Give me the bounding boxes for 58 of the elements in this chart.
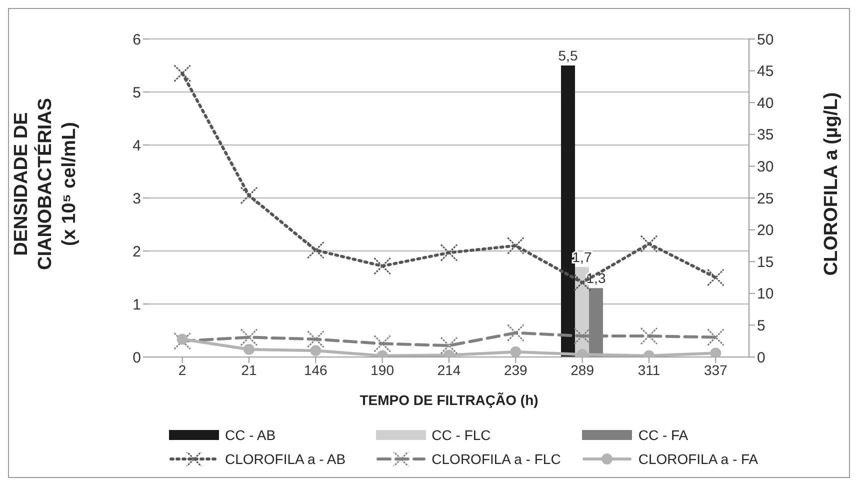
y2-tick-label: 0 — [757, 349, 766, 366]
legend-label: CLOROFILA a - FLC — [432, 451, 561, 467]
y2-tick-label: 45 — [757, 63, 774, 80]
x-tick-label: 311 — [638, 362, 660, 378]
x-tick-label: 289 — [570, 362, 594, 378]
y2-tick-label: 10 — [757, 286, 774, 303]
x-tick-label: 239 — [504, 362, 528, 378]
y2-tick-label: 5 — [757, 318, 766, 335]
y-tick-label: 1 — [132, 296, 141, 314]
point — [240, 186, 258, 204]
x-axis-title: TEMPO DE FILTRAÇÃO (h) — [360, 392, 538, 408]
point — [174, 64, 192, 82]
y-tick-label: 0 — [132, 349, 141, 366]
point — [306, 241, 324, 259]
point — [640, 235, 658, 253]
point — [374, 334, 392, 352]
y-tick-label: 6 — [132, 31, 141, 48]
point — [510, 346, 522, 357]
y2-tick-label: 20 — [757, 222, 774, 240]
point — [706, 268, 724, 286]
legend-label: CLOROFILA a - FA — [638, 451, 758, 467]
y-tick-label: 2 — [132, 243, 141, 260]
y-tick-label: 3 — [132, 190, 141, 208]
y-tick-label: 4 — [132, 137, 141, 154]
point — [244, 344, 254, 355]
y2-tick-label: 50 — [757, 31, 774, 48]
y2-axis-title: CLOROFILA a (µg/L) — [821, 92, 842, 276]
point — [176, 334, 188, 345]
point — [710, 348, 722, 357]
x-tick-label: 214 — [437, 362, 461, 378]
point — [506, 236, 524, 254]
y-axis-title: DENSIDADE DE CIANOBACTÉRIAS (x 10⁵ cel/mL) — [11, 98, 80, 270]
data-label: 5,5 — [558, 48, 578, 64]
legend-label: CC - FA — [638, 427, 688, 443]
point — [374, 257, 392, 275]
y2-tick-label: 35 — [757, 126, 774, 144]
y2-tick-label: 15 — [757, 254, 774, 271]
point — [310, 345, 322, 356]
y2-tick-label: 25 — [757, 190, 774, 208]
x-tick-label: 190 — [370, 362, 394, 378]
x-tick-label: 146 — [304, 362, 328, 378]
legend-label: CC - FLC — [432, 427, 491, 443]
point — [306, 330, 324, 348]
point — [706, 328, 724, 346]
point — [440, 244, 458, 262]
y2-tick-label: 40 — [757, 94, 774, 112]
y-tick-label: 5 — [132, 84, 141, 102]
x-tick-label: 2 — [178, 362, 186, 378]
point — [240, 328, 258, 346]
y2-tick-label: 30 — [757, 158, 774, 176]
x-tick-label: 21 — [241, 362, 257, 378]
point — [506, 324, 524, 342]
legend-label: CC - AB — [225, 427, 276, 443]
point — [174, 332, 192, 350]
point — [440, 336, 458, 354]
x-tick-label: 337 — [704, 362, 728, 378]
point — [640, 327, 658, 345]
legend-label: CLOROFILA a - AB — [225, 451, 346, 467]
